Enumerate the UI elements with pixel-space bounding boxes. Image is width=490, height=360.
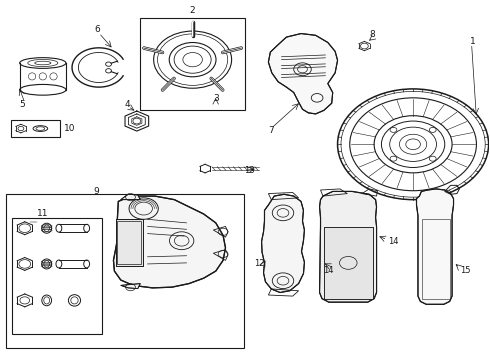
Polygon shape: [114, 196, 225, 288]
Text: 4: 4: [124, 100, 130, 109]
Text: 1: 1: [470, 37, 476, 46]
Text: 9: 9: [94, 187, 99, 196]
Polygon shape: [121, 284, 140, 289]
Polygon shape: [319, 192, 376, 302]
Text: 15: 15: [460, 266, 471, 275]
Bar: [12, 218, 102, 334]
Text: 6: 6: [95, 26, 100, 35]
Text: 7: 7: [268, 126, 274, 135]
Text: 11: 11: [37, 209, 49, 218]
Polygon shape: [262, 194, 304, 293]
Polygon shape: [416, 189, 454, 304]
Text: 12: 12: [254, 260, 265, 269]
Text: 14: 14: [388, 237, 398, 246]
Text: 2: 2: [190, 6, 196, 15]
Bar: [11, 120, 60, 137]
Text: 14: 14: [323, 266, 334, 275]
Polygon shape: [269, 33, 338, 114]
Text: 5: 5: [19, 100, 24, 109]
Text: 8: 8: [370, 31, 375, 40]
Polygon shape: [121, 194, 140, 200]
Bar: [324, 227, 373, 298]
Text: 10: 10: [64, 124, 75, 133]
Bar: [324, 227, 373, 298]
Bar: [6, 194, 244, 348]
Text: 3: 3: [213, 94, 219, 103]
Polygon shape: [116, 219, 143, 266]
Bar: [117, 221, 141, 264]
Bar: [140, 18, 245, 111]
Text: 13: 13: [244, 166, 255, 175]
